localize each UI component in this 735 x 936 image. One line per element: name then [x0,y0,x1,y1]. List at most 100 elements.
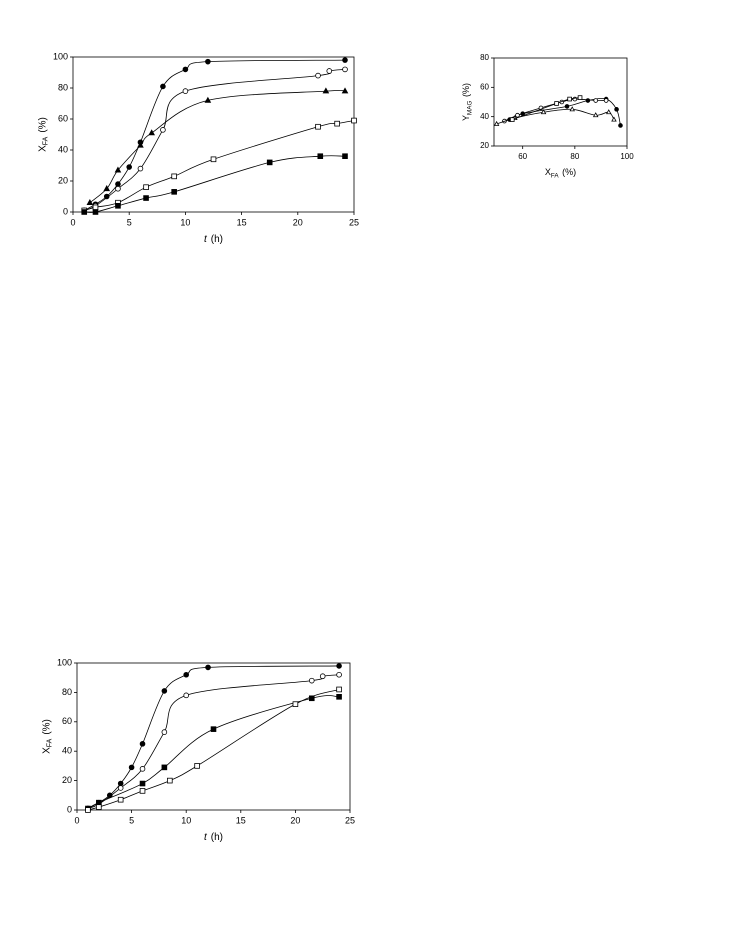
data-point [81,209,88,215]
y-tick-label: 60 [58,113,68,123]
data-point [103,193,110,200]
x-tick-label: 15 [237,217,247,227]
data-point [167,777,173,784]
data-point [322,87,330,94]
y-tick-label: 20 [480,141,489,150]
data-point [292,701,299,707]
data-point [161,764,168,771]
y-tick-label: 0 [67,804,72,814]
series-line [89,90,346,204]
data-point [210,156,217,163]
data-point [577,95,583,100]
axis-label-unit: (%) [37,117,48,133]
data-point [160,127,166,133]
data-point [143,184,149,191]
data-point [115,185,121,192]
data-point [336,663,342,669]
data-point [117,785,124,791]
axis-label-unit: (%) [41,719,52,735]
x-tick-label: 25 [349,217,359,227]
data-point [266,159,273,166]
axis-label: t (h) [204,234,223,245]
y-tick-label: 60 [62,716,72,726]
series-line [87,689,340,811]
data-point [315,123,321,130]
data-point [183,671,190,678]
data-point [204,96,212,103]
data-point [161,729,168,735]
data-point [605,109,612,115]
axis-label-subscript: MAG [466,101,473,115]
y-tick-label: 40 [62,746,72,756]
y-tick-label: 80 [480,53,489,62]
data-point [96,804,102,810]
data-point [86,198,94,206]
data-point [183,692,190,699]
y-tick-label: 60 [480,82,489,91]
data-point [509,117,515,122]
data-point [115,181,121,187]
data-point [569,106,576,112]
data-point [92,204,99,211]
data-point [515,112,520,118]
data-point [603,98,609,103]
x-tick-label: 80 [570,152,579,161]
x-tick-label: 25 [345,815,355,825]
data-point [139,766,146,772]
data-point [326,68,333,74]
plot-frame [72,56,355,213]
axis-label-main: X [37,145,48,152]
data-point [115,202,121,209]
data-point [92,209,99,215]
data-point [103,185,111,192]
data-point [85,807,91,813]
data-point [336,671,342,678]
y-tick-label: 20 [62,775,72,785]
x-tick-label: 20 [290,815,300,825]
axis-label-main: X [41,747,52,754]
data-point [128,764,135,771]
axis-label-unit: (h) [211,234,223,245]
data-point [334,120,340,127]
data-point [592,112,599,118]
data-point [139,780,146,787]
data-point [137,141,144,148]
axis-label-main: Y [461,115,471,121]
data-point [585,98,591,103]
data-point [342,153,348,160]
series-line [84,69,346,211]
x-tick-label: 15 [236,815,246,825]
data-point [540,109,547,115]
data-point [315,72,321,79]
y-tick-label: 0 [63,206,68,216]
data-point [593,98,599,103]
data-point [618,123,623,128]
data-point [205,664,211,671]
data-point [139,741,146,747]
data-point [205,58,211,65]
series-line [87,695,340,809]
data-point [341,87,349,94]
data-point [171,189,177,195]
axis-label-subscript: FA [551,172,559,179]
axis-label-unit: (%) [461,83,471,97]
data-point [160,83,166,90]
y-tick-label: 20 [58,175,68,185]
data-point [317,153,324,160]
axis-label: XFA(%) [545,167,576,179]
data-point [171,173,177,180]
x-tick-label: 10 [181,815,191,825]
data-point [308,695,315,702]
data-point [139,788,146,794]
data-point [336,694,342,700]
x-tick-label: 5 [127,217,132,227]
y-tick-label: 40 [58,144,68,154]
x-tick-label: 20 [293,217,303,227]
data-point [161,688,168,694]
data-point [554,101,559,106]
series-line [84,120,355,211]
data-point [210,726,217,732]
axis-label-main: t [204,832,208,843]
data-point [564,104,570,109]
axis-label-main: t [204,234,208,245]
